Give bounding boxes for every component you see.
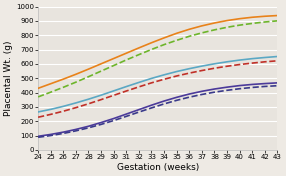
Y-axis label: Placental Wt. (g): Placental Wt. (g)	[4, 40, 13, 116]
X-axis label: Gestation (weeks): Gestation (weeks)	[117, 163, 199, 172]
